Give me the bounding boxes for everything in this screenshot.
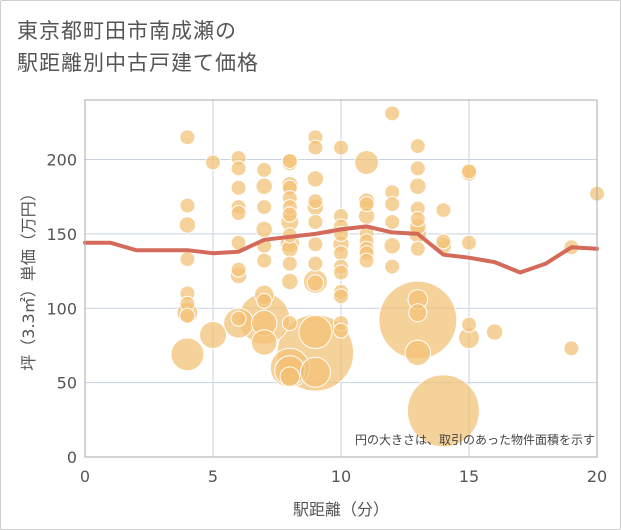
bubble-point — [333, 139, 349, 156]
bubble-point — [358, 196, 375, 213]
bubble-point — [230, 310, 247, 327]
bubble-point — [383, 237, 401, 255]
x-tick-label: 0 — [80, 467, 90, 486]
y-tick-label: 150 — [46, 225, 77, 244]
bubble-point — [178, 216, 197, 234]
title-line-1: 東京都町田市南成瀬の — [17, 19, 237, 43]
bubble-point — [435, 202, 452, 219]
x-axis-label: 駅距離（分） — [293, 500, 389, 519]
bubble-point — [307, 139, 324, 156]
bubble-point — [384, 196, 401, 213]
bubble-point — [306, 170, 325, 188]
bubble-point — [279, 366, 301, 387]
bubble-point — [281, 152, 298, 169]
bubble-point — [435, 233, 452, 250]
bubble-point — [250, 329, 278, 356]
y-tick-label: 0 — [67, 448, 77, 467]
y-axis-label: 坪（3.3㎡）単価（万円） — [19, 185, 38, 370]
size-note: 円の大きさは、取引のあった物件面積を示す — [355, 432, 595, 447]
bubble-point — [307, 255, 324, 272]
bubble-point — [461, 163, 477, 180]
x-tick-label: 20 — [587, 467, 607, 486]
bubble-point — [179, 129, 196, 146]
bubble-point — [170, 337, 205, 372]
bubble-point — [281, 315, 298, 332]
bubble-point — [384, 258, 401, 275]
bubble-point — [205, 154, 221, 171]
bubble-point — [179, 307, 196, 324]
plot-area-border — [84, 99, 598, 458]
bubble-point — [230, 261, 247, 278]
bubble-point — [461, 316, 477, 333]
bubble-point — [358, 252, 375, 269]
bubble-point — [384, 213, 401, 230]
bubble-point — [199, 321, 227, 350]
bubble-point — [409, 240, 426, 257]
average-price-line — [83, 224, 599, 275]
bubble-point — [333, 264, 349, 281]
bubble-point — [354, 149, 380, 175]
bubble-point — [179, 197, 196, 214]
bubble-point — [307, 193, 324, 210]
bubble-point — [307, 213, 324, 230]
bubble-point — [230, 160, 247, 177]
chart-title: 東京都町田市南成瀬の 駅距離別中古戸建て価格 — [17, 15, 259, 79]
bubble-point — [298, 315, 333, 350]
bubble-point — [255, 220, 273, 239]
bubble-point — [299, 356, 331, 388]
bubble-point — [409, 160, 426, 177]
average-line-series — [83, 224, 599, 275]
x-tick-label: 5 — [208, 467, 218, 486]
bubble-series — [170, 105, 605, 448]
bubble-point — [255, 177, 273, 196]
y-tick-label: 50 — [57, 374, 77, 393]
bubble-point — [409, 177, 427, 196]
bubble-point — [333, 322, 349, 339]
bubble-point — [404, 339, 432, 367]
bubble-point — [281, 272, 299, 291]
bubble-point — [461, 234, 477, 251]
bubble-point — [306, 274, 325, 292]
bubble-point — [281, 206, 298, 223]
bubble-point — [256, 252, 273, 269]
bubble-point — [409, 138, 426, 155]
bubble-point — [333, 245, 349, 262]
bubble-point — [408, 303, 428, 323]
title-line-2: 駅距離別中古戸建て価格 — [17, 51, 259, 75]
bubble-point — [256, 161, 273, 178]
y-tick-label: 200 — [46, 151, 77, 170]
bubble-point — [307, 236, 324, 253]
bubble-point — [256, 292, 273, 309]
bubble-point — [333, 288, 349, 305]
bubble-point — [409, 211, 426, 227]
bubble-point — [485, 323, 504, 341]
bubble-point — [179, 251, 196, 268]
bubble-point — [230, 179, 247, 196]
bubble-point — [256, 199, 273, 216]
y-tick-label: 100 — [46, 299, 77, 318]
bubble-point — [563, 340, 580, 357]
x-tick-label: 10 — [331, 467, 351, 486]
bubble-point — [384, 105, 401, 122]
bubble-point — [230, 205, 247, 222]
x-tick-label: 15 — [459, 467, 479, 486]
bubble-point — [281, 255, 298, 272]
bubble-point — [406, 374, 480, 448]
